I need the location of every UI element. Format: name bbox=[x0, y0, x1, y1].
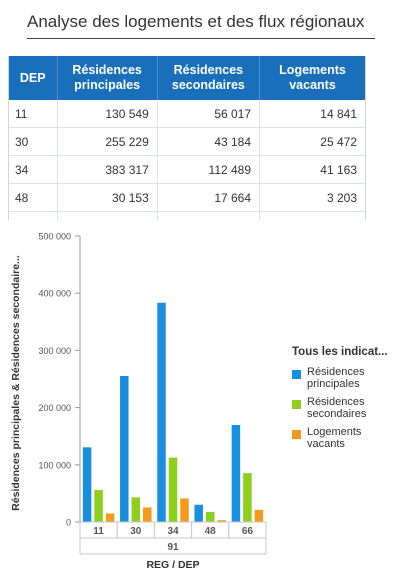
legend-item-residences-principales[interactable]: Résidences principales bbox=[292, 366, 397, 390]
legend-label: Résidences principales bbox=[307, 366, 365, 390]
table-row: 66 169 541 85 421 21 137 bbox=[9, 211, 365, 220]
legend-label: Résidences secondaires bbox=[307, 396, 367, 420]
table-row: 11 130 549 56 017 14 841 bbox=[9, 100, 365, 128]
bar-48-series-1 bbox=[194, 504, 203, 522]
legend-swatch bbox=[292, 370, 301, 379]
bar-30-series-1 bbox=[120, 376, 129, 522]
y-tick-label: 400 000 bbox=[38, 289, 71, 299]
y-tick-label: 300 000 bbox=[38, 346, 71, 356]
group-label: 91 bbox=[167, 542, 179, 553]
bar-30-series-3 bbox=[143, 507, 152, 522]
col-header-logements-vacants[interactable]: Logements vacants bbox=[259, 56, 365, 100]
y-axis-label: Résidences principales & Résidences seco… bbox=[10, 255, 22, 511]
table-cell: 30 bbox=[9, 127, 58, 156]
y-tick-label: 0 bbox=[66, 518, 71, 528]
x-axis-label: REG / DEP bbox=[146, 559, 199, 571]
col-header-residences-principales[interactable]: Résidences principales bbox=[57, 56, 158, 100]
bar-11-series-2 bbox=[94, 489, 103, 522]
table-cell: 169 541 bbox=[57, 211, 158, 220]
legend-swatch bbox=[292, 430, 301, 439]
legend-item-logements-vacants[interactable]: Logements vacants bbox=[292, 426, 397, 450]
table-cell: 34 bbox=[9, 155, 58, 184]
data-table: DEP Résidences principales Résidences se… bbox=[9, 56, 365, 220]
table-cell: 56 017 bbox=[157, 100, 261, 128]
legend-swatch bbox=[292, 400, 301, 409]
table-cell: 41 163 bbox=[259, 155, 365, 184]
bar-30-series-2 bbox=[131, 497, 141, 522]
y-tick-label: 100 000 bbox=[38, 460, 71, 470]
bar-11-series-3 bbox=[105, 513, 115, 522]
table-cell: 17 664 bbox=[157, 183, 261, 212]
x-tick-label: 66 bbox=[242, 526, 254, 537]
page-title: Analyse des logements et des flux région… bbox=[27, 12, 375, 39]
col-header-residences-secondaires[interactable]: Résidences secondaires bbox=[157, 56, 261, 100]
bar-66-series-1 bbox=[231, 425, 241, 522]
table-cell: 130 549 bbox=[57, 100, 158, 128]
chart-legend: Tous les indicat... Résidences principal… bbox=[292, 346, 397, 456]
bar-34-series-2 bbox=[168, 457, 178, 522]
data-table-container[interactable]: DEP Résidences principales Résidences se… bbox=[8, 56, 366, 220]
x-tick-label: 11 bbox=[93, 526, 104, 537]
bar-48-series-3 bbox=[217, 520, 226, 522]
x-tick-label: 34 bbox=[167, 526, 179, 537]
y-tick-label: 500 000 bbox=[38, 232, 71, 242]
bar-66-series-3 bbox=[254, 509, 264, 522]
table-cell: 25 472 bbox=[259, 127, 365, 156]
legend-label: Logements vacants bbox=[307, 426, 362, 450]
table-cell: 11 bbox=[9, 100, 58, 128]
table-cell: 383 317 bbox=[57, 155, 158, 184]
bar-66-series-2 bbox=[243, 473, 252, 522]
group-cell bbox=[79, 537, 267, 555]
x-tick-label: 48 bbox=[205, 526, 217, 537]
table-cell: 21 137 bbox=[259, 211, 365, 220]
bar-48-series-2 bbox=[205, 511, 215, 522]
table-cell: 14 841 bbox=[259, 100, 365, 128]
table-header-row: DEP Résidences principales Résidences se… bbox=[9, 56, 365, 100]
table-cell: 255 229 bbox=[57, 127, 158, 156]
table-cell: 85 421 bbox=[157, 211, 261, 220]
legend-title: Tous les indicat... bbox=[292, 346, 388, 358]
x-tick-label: 30 bbox=[130, 526, 142, 537]
legend-item-residences-secondaires[interactable]: Résidences secondaires bbox=[292, 396, 397, 420]
table-cell: 112 489 bbox=[157, 155, 261, 184]
y-tick-label: 200 000 bbox=[38, 403, 71, 413]
table-cell: 48 bbox=[9, 183, 58, 212]
bar-34-series-3 bbox=[180, 498, 189, 522]
bar-34-series-1 bbox=[157, 302, 166, 522]
col-header-dep[interactable]: DEP bbox=[9, 56, 58, 100]
bar-11-series-1 bbox=[82, 447, 92, 522]
table-cell: 30 153 bbox=[57, 183, 158, 212]
table-row: 34 383 317 112 489 41 163 bbox=[9, 155, 365, 184]
table-cell: 43 184 bbox=[157, 127, 261, 156]
table-row: 30 255 229 43 184 25 472 bbox=[9, 127, 365, 156]
bar-chart: 0 100 000 200 000 300 000 400 000 500 000 Rési… bbox=[10, 232, 267, 571]
table-cell: 66 bbox=[9, 211, 58, 220]
table-cell: 3 203 bbox=[259, 183, 365, 212]
table-row: 48 30 153 17 664 3 203 bbox=[9, 183, 365, 212]
